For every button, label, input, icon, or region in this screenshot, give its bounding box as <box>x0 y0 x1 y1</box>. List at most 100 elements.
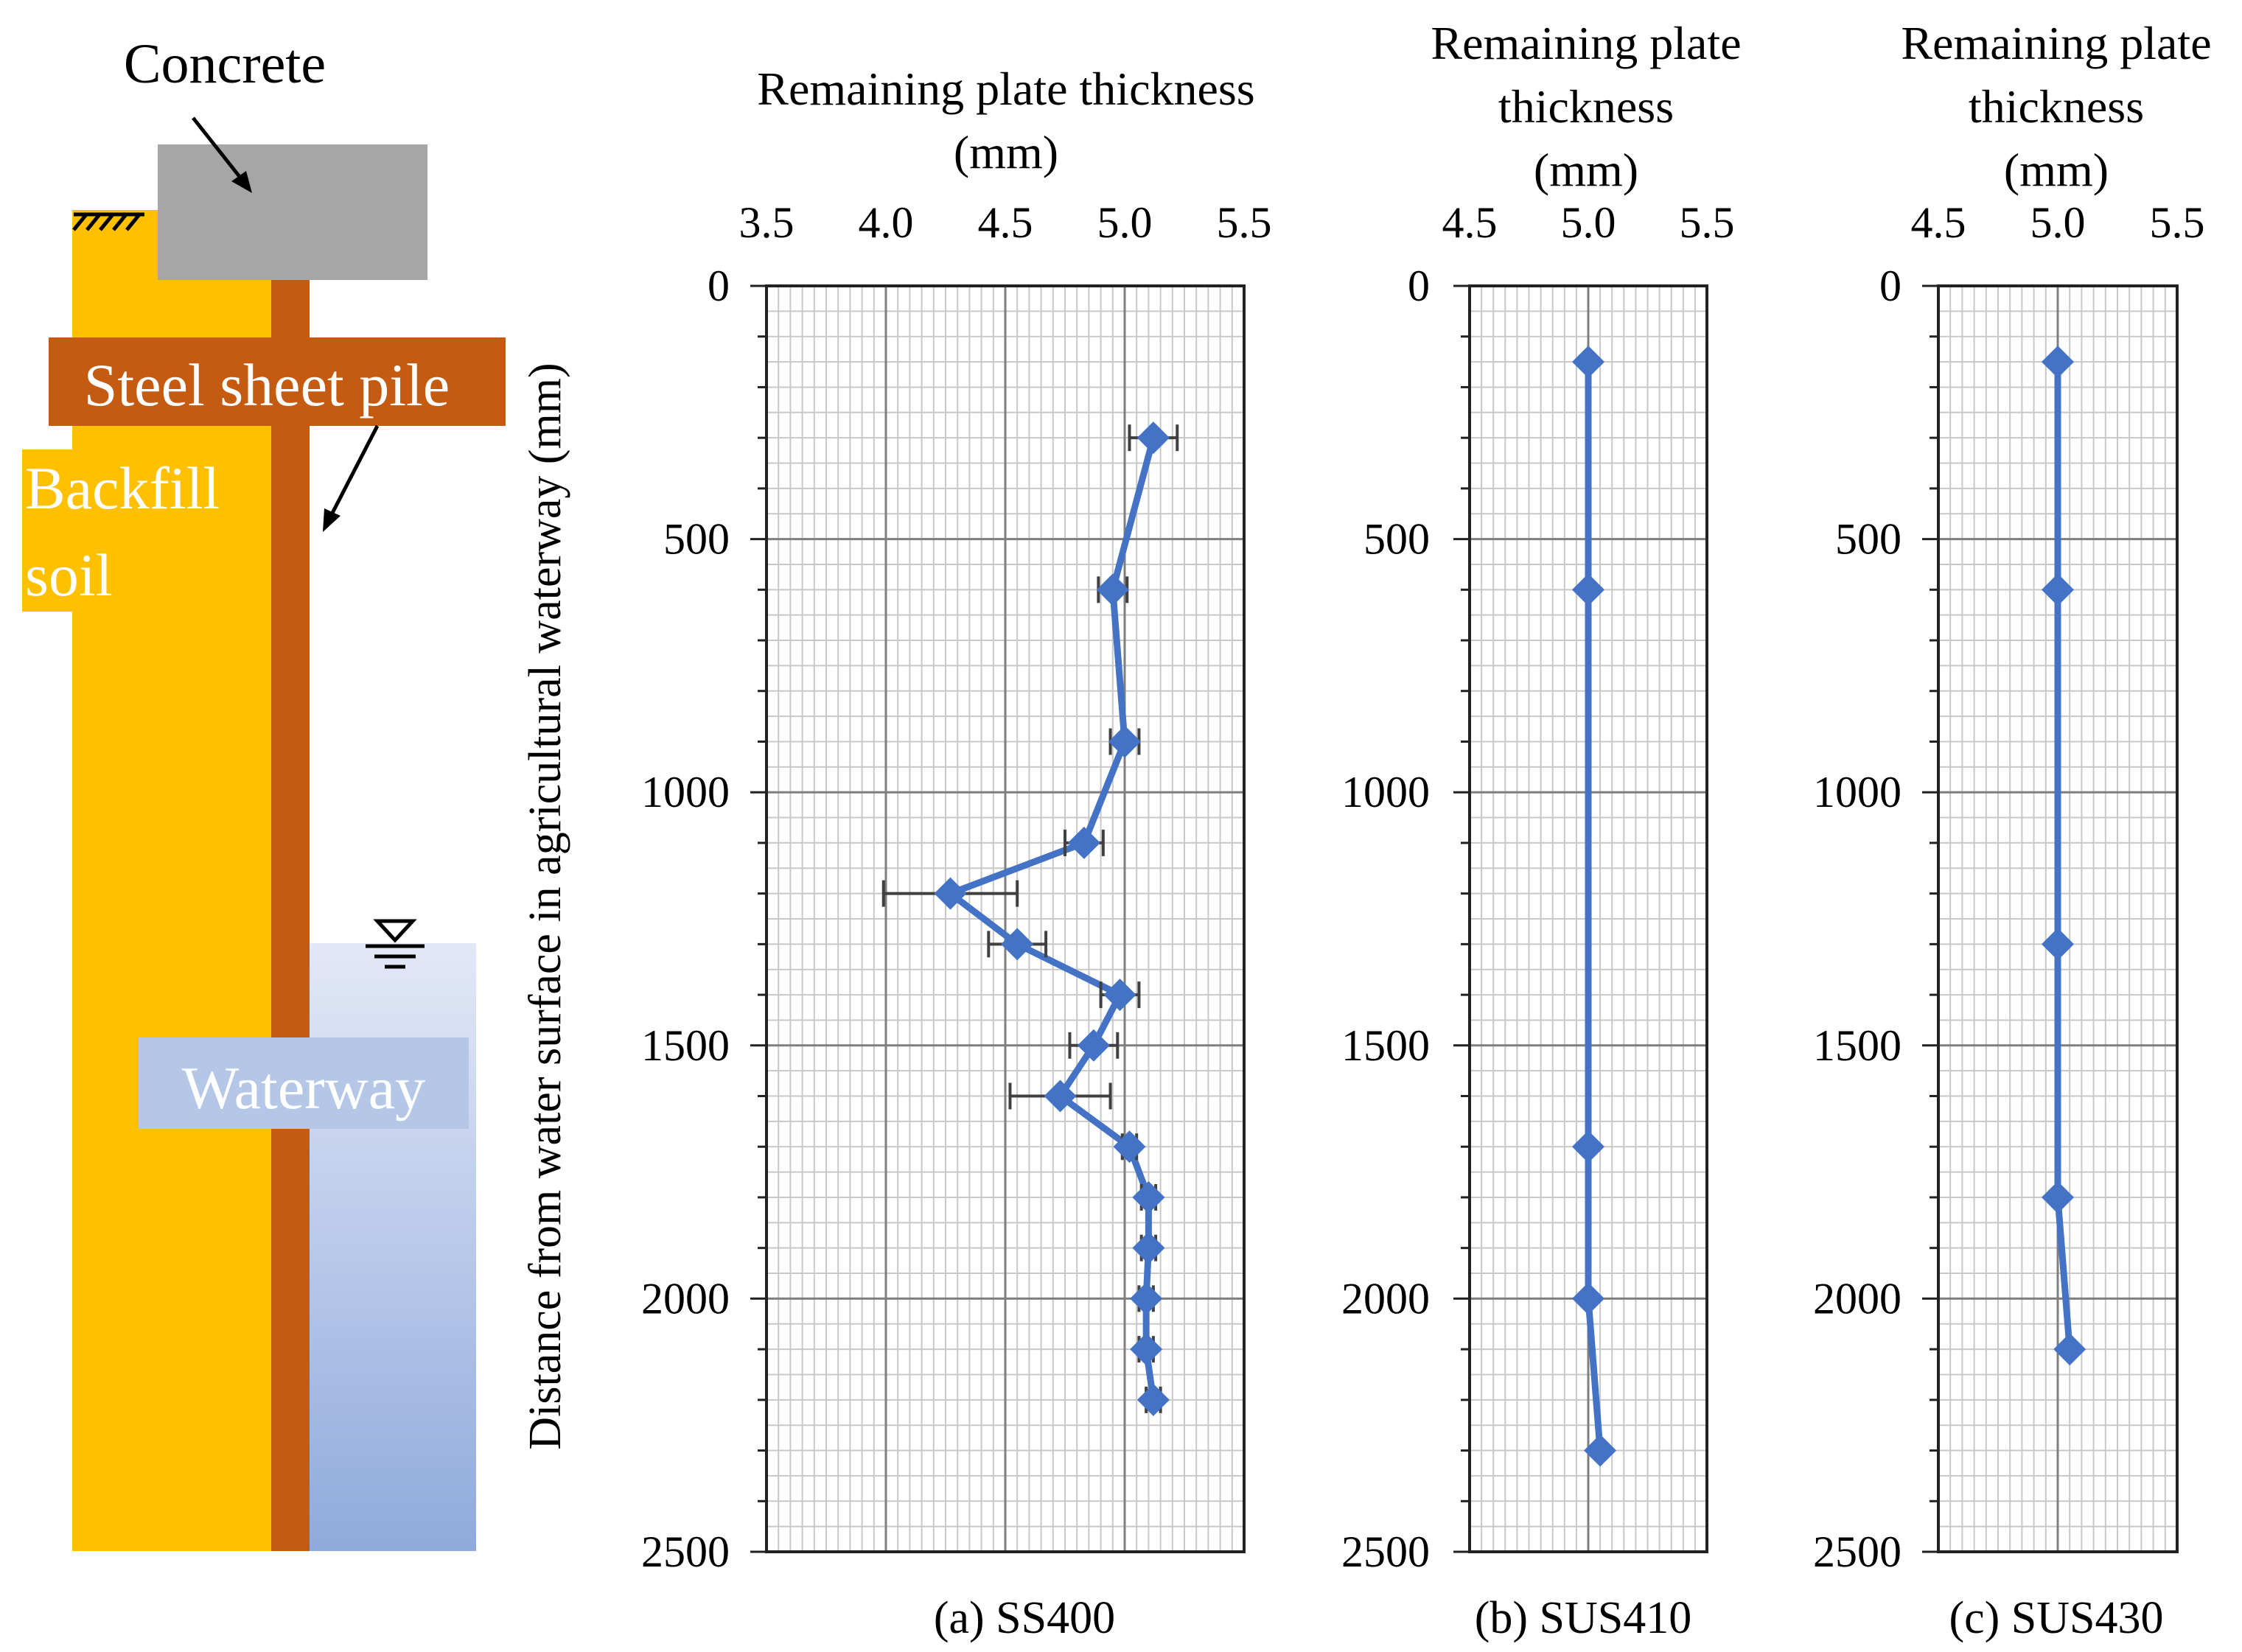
chart-title-line2: (mm) <box>954 126 1058 178</box>
data-point-diamond <box>1132 1231 1165 1264</box>
backfill-soil-area <box>72 210 271 1551</box>
plot-grid <box>1922 284 2179 1553</box>
data-series <box>881 421 1179 1416</box>
data-series <box>1572 346 1617 1467</box>
data-point-diamond <box>1572 1130 1604 1163</box>
data-point-diamond <box>1113 1130 1146 1163</box>
data-point-diamond <box>1584 1434 1617 1467</box>
data-point-diamond <box>2042 928 2074 961</box>
data-point-diamond <box>1067 826 1100 859</box>
data-point-diamond <box>1096 573 1129 606</box>
x-tick-label: 5.0 <box>2030 198 2086 247</box>
ground-hatch-icon <box>72 212 144 231</box>
waterway-water <box>310 943 476 1551</box>
plot-frame <box>1468 284 1708 1553</box>
cross-section-diagram: Concrete Steel sheet pile Backfill soil … <box>22 33 506 1551</box>
y-tick-label: 500 <box>1363 515 1430 564</box>
y-tick-label: 1500 <box>1813 1021 1901 1070</box>
data-point-diamond <box>1572 573 1604 606</box>
data-series <box>2042 346 2086 1366</box>
plot-frame <box>1937 284 2179 1553</box>
x-tick-labels: 4.5 5.0 5.5 <box>1911 198 2205 247</box>
pile-arrow <box>323 424 380 532</box>
y-axis-label: Distance from water surface in agricultu… <box>520 363 570 1449</box>
data-point-diamond <box>2042 1180 2074 1214</box>
data-point-diamond <box>1572 1282 1604 1315</box>
data-point-diamond <box>1130 1333 1163 1366</box>
y-tick-label: 2500 <box>1813 1527 1901 1576</box>
x-tick-labels: 3.5 4.0 4.5 5.0 5.5 <box>739 198 1272 247</box>
chart-title-line1: Remaining plate thickness <box>757 63 1254 115</box>
data-point-diamond <box>934 877 967 910</box>
chart-panel-ss400: Remaining plate thickness (mm) 3.5 4.0 4.5… <box>641 63 1272 1643</box>
plot-frame <box>765 284 1246 1553</box>
data-point-diamond <box>1572 346 1604 379</box>
chart-title-line1: Remaining plate <box>1431 17 1741 69</box>
x-tick-label: 5.0 <box>1097 198 1153 247</box>
y-tick-label: 0 <box>708 262 730 310</box>
water-level-icon <box>366 919 425 969</box>
y-tick-label: 0 <box>1879 262 1901 310</box>
x-tick-label: 4.5 <box>978 198 1033 247</box>
y-tick-label: 2000 <box>1341 1274 1430 1323</box>
steel-sheet-pile-label-bg <box>49 337 506 426</box>
data-point-diamond <box>2042 346 2074 379</box>
data-point-diamond <box>1001 928 1034 961</box>
data-point-diamond <box>2053 1333 2086 1366</box>
y-tick-label: 1500 <box>1341 1021 1430 1070</box>
waterway-label: Waterway <box>182 1054 425 1121</box>
steel-sheet-pile <box>271 276 310 1551</box>
y-tick-label: 500 <box>1835 515 1901 564</box>
y-tick-label: 1000 <box>1813 768 1901 816</box>
backfill-label-line1: Backfill <box>25 455 220 522</box>
data-point-diamond <box>1077 1029 1110 1062</box>
chart-title-line3: (mm) <box>2004 144 2109 196</box>
chart-title-line1: Remaining plate <box>1901 17 2211 69</box>
panel-caption: (b) SUS410 <box>1475 1593 1692 1643</box>
chart-title-line2: thickness <box>1969 80 2144 133</box>
data-point-diamond <box>1044 1079 1077 1113</box>
x-tick-labels: 4.5 5.0 5.5 <box>1442 198 1735 247</box>
data-point-diamond <box>2042 573 2074 606</box>
steel-sheet-pile-label: Steel sheet pile <box>84 351 450 419</box>
panel-caption: (c) SUS430 <box>1949 1593 2163 1643</box>
chart-panel-sus410: Remaining plate thickness (mm) 4.5 5.0 5.5… <box>1341 17 1742 1643</box>
y-tick-label: 2500 <box>641 1527 730 1576</box>
y-tick-labels: 0 500 1000 1500 2000 2500 <box>1341 262 1430 1576</box>
x-tick-label: 5.5 <box>1680 198 1735 247</box>
concrete-label: Concrete <box>124 33 326 95</box>
plot-grid <box>1453 284 1708 1553</box>
x-tick-label: 5.5 <box>2150 198 2205 247</box>
waterway-label-bg <box>139 1037 469 1129</box>
y-tick-label: 2500 <box>1341 1527 1430 1576</box>
y-tick-labels: 0 500 1000 1500 2000 2500 <box>641 262 730 1576</box>
y-tick-label: 500 <box>663 515 730 564</box>
concrete-block <box>158 144 427 280</box>
x-tick-label: 3.5 <box>739 198 795 247</box>
y-tick-label: 2000 <box>641 1274 730 1323</box>
data-point-diamond <box>1108 725 1141 758</box>
chart-title-line2: thickness <box>1498 80 1674 133</box>
data-point-diamond <box>1103 979 1136 1012</box>
panel-caption: (a) SS400 <box>934 1593 1115 1643</box>
chart-panel-sus430: Remaining plate thickness (mm) 4.5 5.0 5.5… <box>1813 17 2212 1643</box>
data-point-diamond <box>1136 421 1170 455</box>
x-tick-label: 4.5 <box>1442 198 1498 247</box>
plot-grid <box>750 284 1246 1553</box>
x-tick-label: 5.5 <box>1217 198 1272 247</box>
data-point-diamond <box>1136 1383 1170 1416</box>
x-tick-label: 4.0 <box>859 198 914 247</box>
chart-title-line3: (mm) <box>1534 144 1638 196</box>
backfill-label-line2: soil <box>25 542 112 609</box>
y-tick-label: 2000 <box>1813 1274 1901 1323</box>
backfill-label-bg <box>22 449 258 612</box>
x-tick-label: 4.5 <box>1911 198 1966 247</box>
data-point-diamond <box>1130 1282 1163 1315</box>
y-tick-label: 1500 <box>641 1021 730 1070</box>
y-tick-label: 1000 <box>641 768 730 816</box>
x-tick-label: 5.0 <box>1561 198 1616 247</box>
y-tick-label: 0 <box>1408 262 1430 310</box>
y-tick-labels: 0 500 1000 1500 2000 2500 <box>1813 262 1901 1576</box>
concrete-arrow <box>192 116 252 193</box>
